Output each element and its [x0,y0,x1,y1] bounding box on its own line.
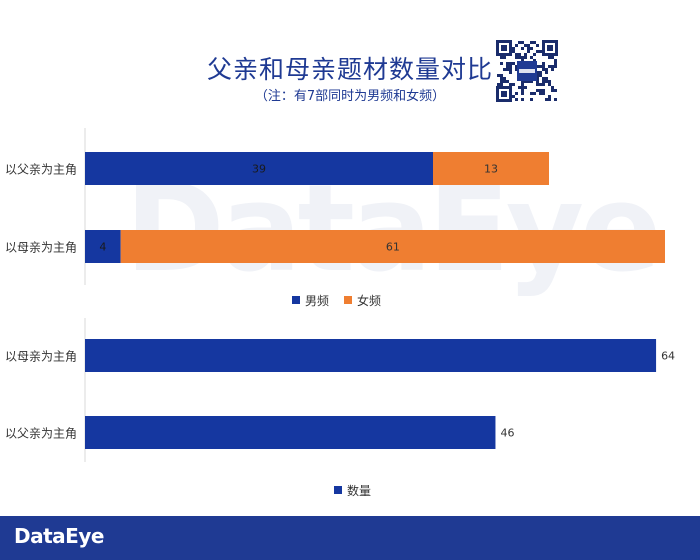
data-label: 13 [484,163,498,176]
dataeye-logo: DataEye [14,524,104,548]
legend-label: 男频 [305,294,329,308]
legend-swatch [334,486,342,494]
bar-segment [85,152,433,185]
data-label: 64 [661,350,675,363]
bar-segment [85,230,121,263]
legend-label: 女频 [357,293,381,308]
data-label: 39 [252,163,266,176]
legend-swatch [344,296,352,304]
bar-charts: 以父亲为主角 39 13 以母亲为主角 4 61 男频 女频 以母亲为主角 64 以父亲为主角 46… [5,128,675,498]
count-bar-chart: 以母亲为主角 64 以父亲为主角 46 数量 [5,318,675,498]
footer-bar: DataEye [0,516,700,560]
chart-subtitle: （注：有7部同时为男频和女频） [254,89,446,104]
category-label: 以母亲为主角 [5,350,77,364]
bar [85,339,657,372]
data-label: 61 [386,241,400,254]
stacked-bar-chart: 以父亲为主角 39 13 以母亲为主角 4 61 男频 女频 [5,128,665,308]
data-label: 4 [99,241,106,254]
category-label: 以父亲为主角 [5,163,77,177]
legend-swatch [292,296,300,304]
category-label: 以父亲为主角 [5,427,77,441]
category-label: 以母亲为主角 [5,241,77,255]
bar-segment [433,152,549,185]
legend-label: 数量 [347,483,371,498]
qr-code-icon [496,40,558,102]
bar-segment [120,230,665,263]
chart-title: 父亲和母亲题材数量对比 [206,55,493,84]
data-label: 46 [500,427,514,440]
bar [85,416,496,449]
